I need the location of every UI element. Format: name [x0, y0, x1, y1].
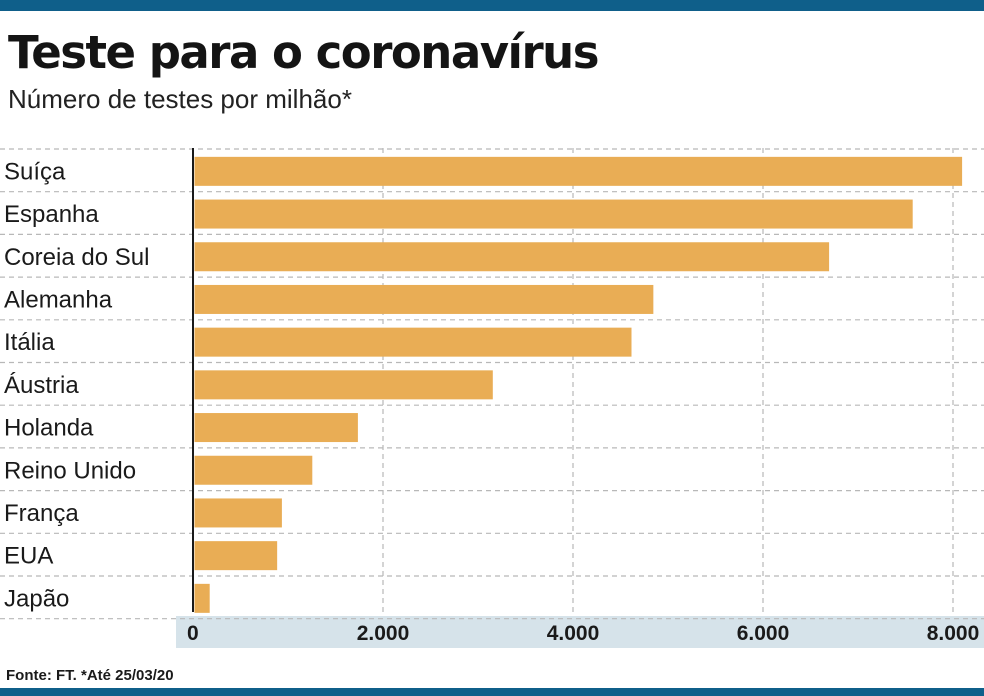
- category-label: Japão: [4, 585, 69, 612]
- top-rule: [0, 0, 984, 11]
- chart-subtitle: Número de testes por milhão*: [8, 84, 352, 114]
- category-label: França: [4, 500, 79, 527]
- category-label: Áustria: [4, 372, 79, 399]
- bar: [194, 370, 493, 400]
- bar-chart: Suíça Espanha Coreia do Sul Alemanha Itália Á…: [0, 148, 984, 648]
- category-label: Coreia do Sul: [4, 244, 149, 271]
- x-tick-label: 2.000: [357, 622, 410, 645]
- bottom-rule: [0, 688, 984, 696]
- bar: [194, 242, 830, 272]
- source-note: Fonte: FT. *Até 25/03/20: [6, 667, 174, 684]
- bar: [194, 583, 210, 613]
- bar: [194, 541, 278, 571]
- bar: [194, 199, 913, 229]
- bar: [194, 327, 632, 357]
- bar: [194, 156, 963, 186]
- x-tick-label: 0: [187, 622, 199, 645]
- bar: [194, 455, 313, 485]
- chart-title: Teste para o coronavírus: [8, 26, 599, 79]
- x-tick-label: 8.000: [927, 622, 980, 645]
- x-axis-band: [176, 616, 984, 648]
- x-tick-label: 4.000: [547, 622, 600, 645]
- category-label: Espanha: [4, 201, 99, 228]
- bar: [194, 413, 358, 443]
- bar: [194, 284, 654, 314]
- category-label: Suíça: [4, 158, 66, 185]
- bar: [194, 498, 282, 528]
- x-tick-label: 6.000: [737, 622, 790, 645]
- category-label: EUA: [4, 543, 53, 570]
- category-label: Holanda: [4, 415, 94, 442]
- category-label: Itália: [4, 329, 55, 356]
- category-label: Reino Unido: [4, 457, 136, 484]
- category-label: Alemanha: [4, 286, 113, 313]
